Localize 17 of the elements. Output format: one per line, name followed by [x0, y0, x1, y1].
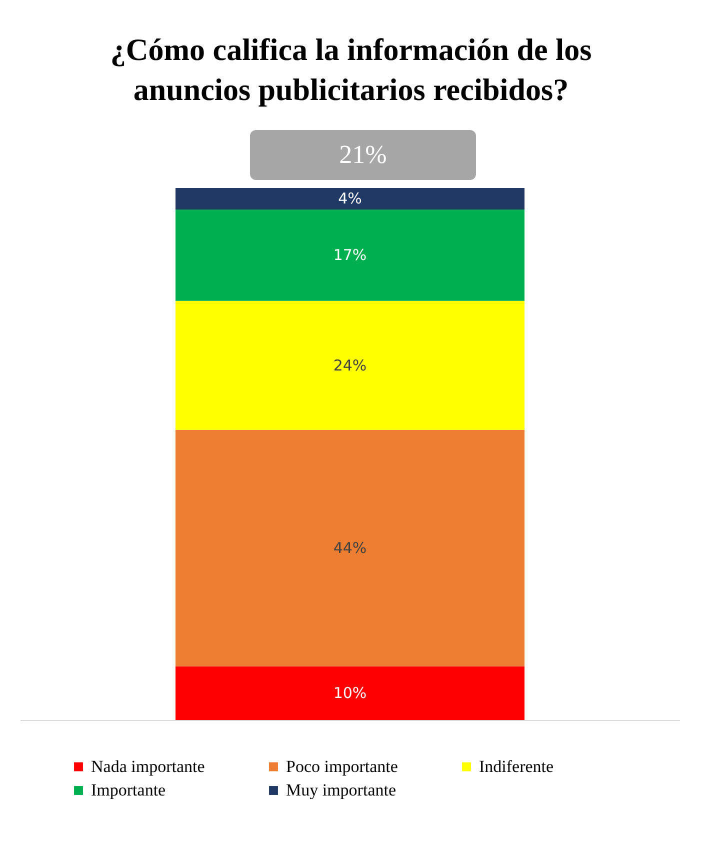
bar: [176, 300, 524, 430]
text: 21%: [250, 130, 476, 180]
bar: [176, 666, 524, 720]
legend-label: Importante: [91, 780, 166, 800]
legend-label: Poco importante: [286, 756, 398, 776]
bar: [176, 188, 524, 210]
chart-title: ¿Cómo califica la información de los anuncios publicitarios recibidos?: [109, 31, 593, 109]
bar: [176, 430, 524, 666]
legend-label: Nada importante: [91, 756, 205, 776]
bar: [176, 209, 524, 301]
data-label: 4%: [338, 190, 362, 208]
legend-label: Indiferente: [479, 756, 554, 776]
data-label: 10%: [333, 684, 367, 702]
data-label: 24%: [333, 356, 367, 374]
data-label: 44%: [333, 539, 367, 558]
data-label: 17%: [333, 246, 367, 264]
legend-label: Muy importante: [286, 780, 396, 800]
